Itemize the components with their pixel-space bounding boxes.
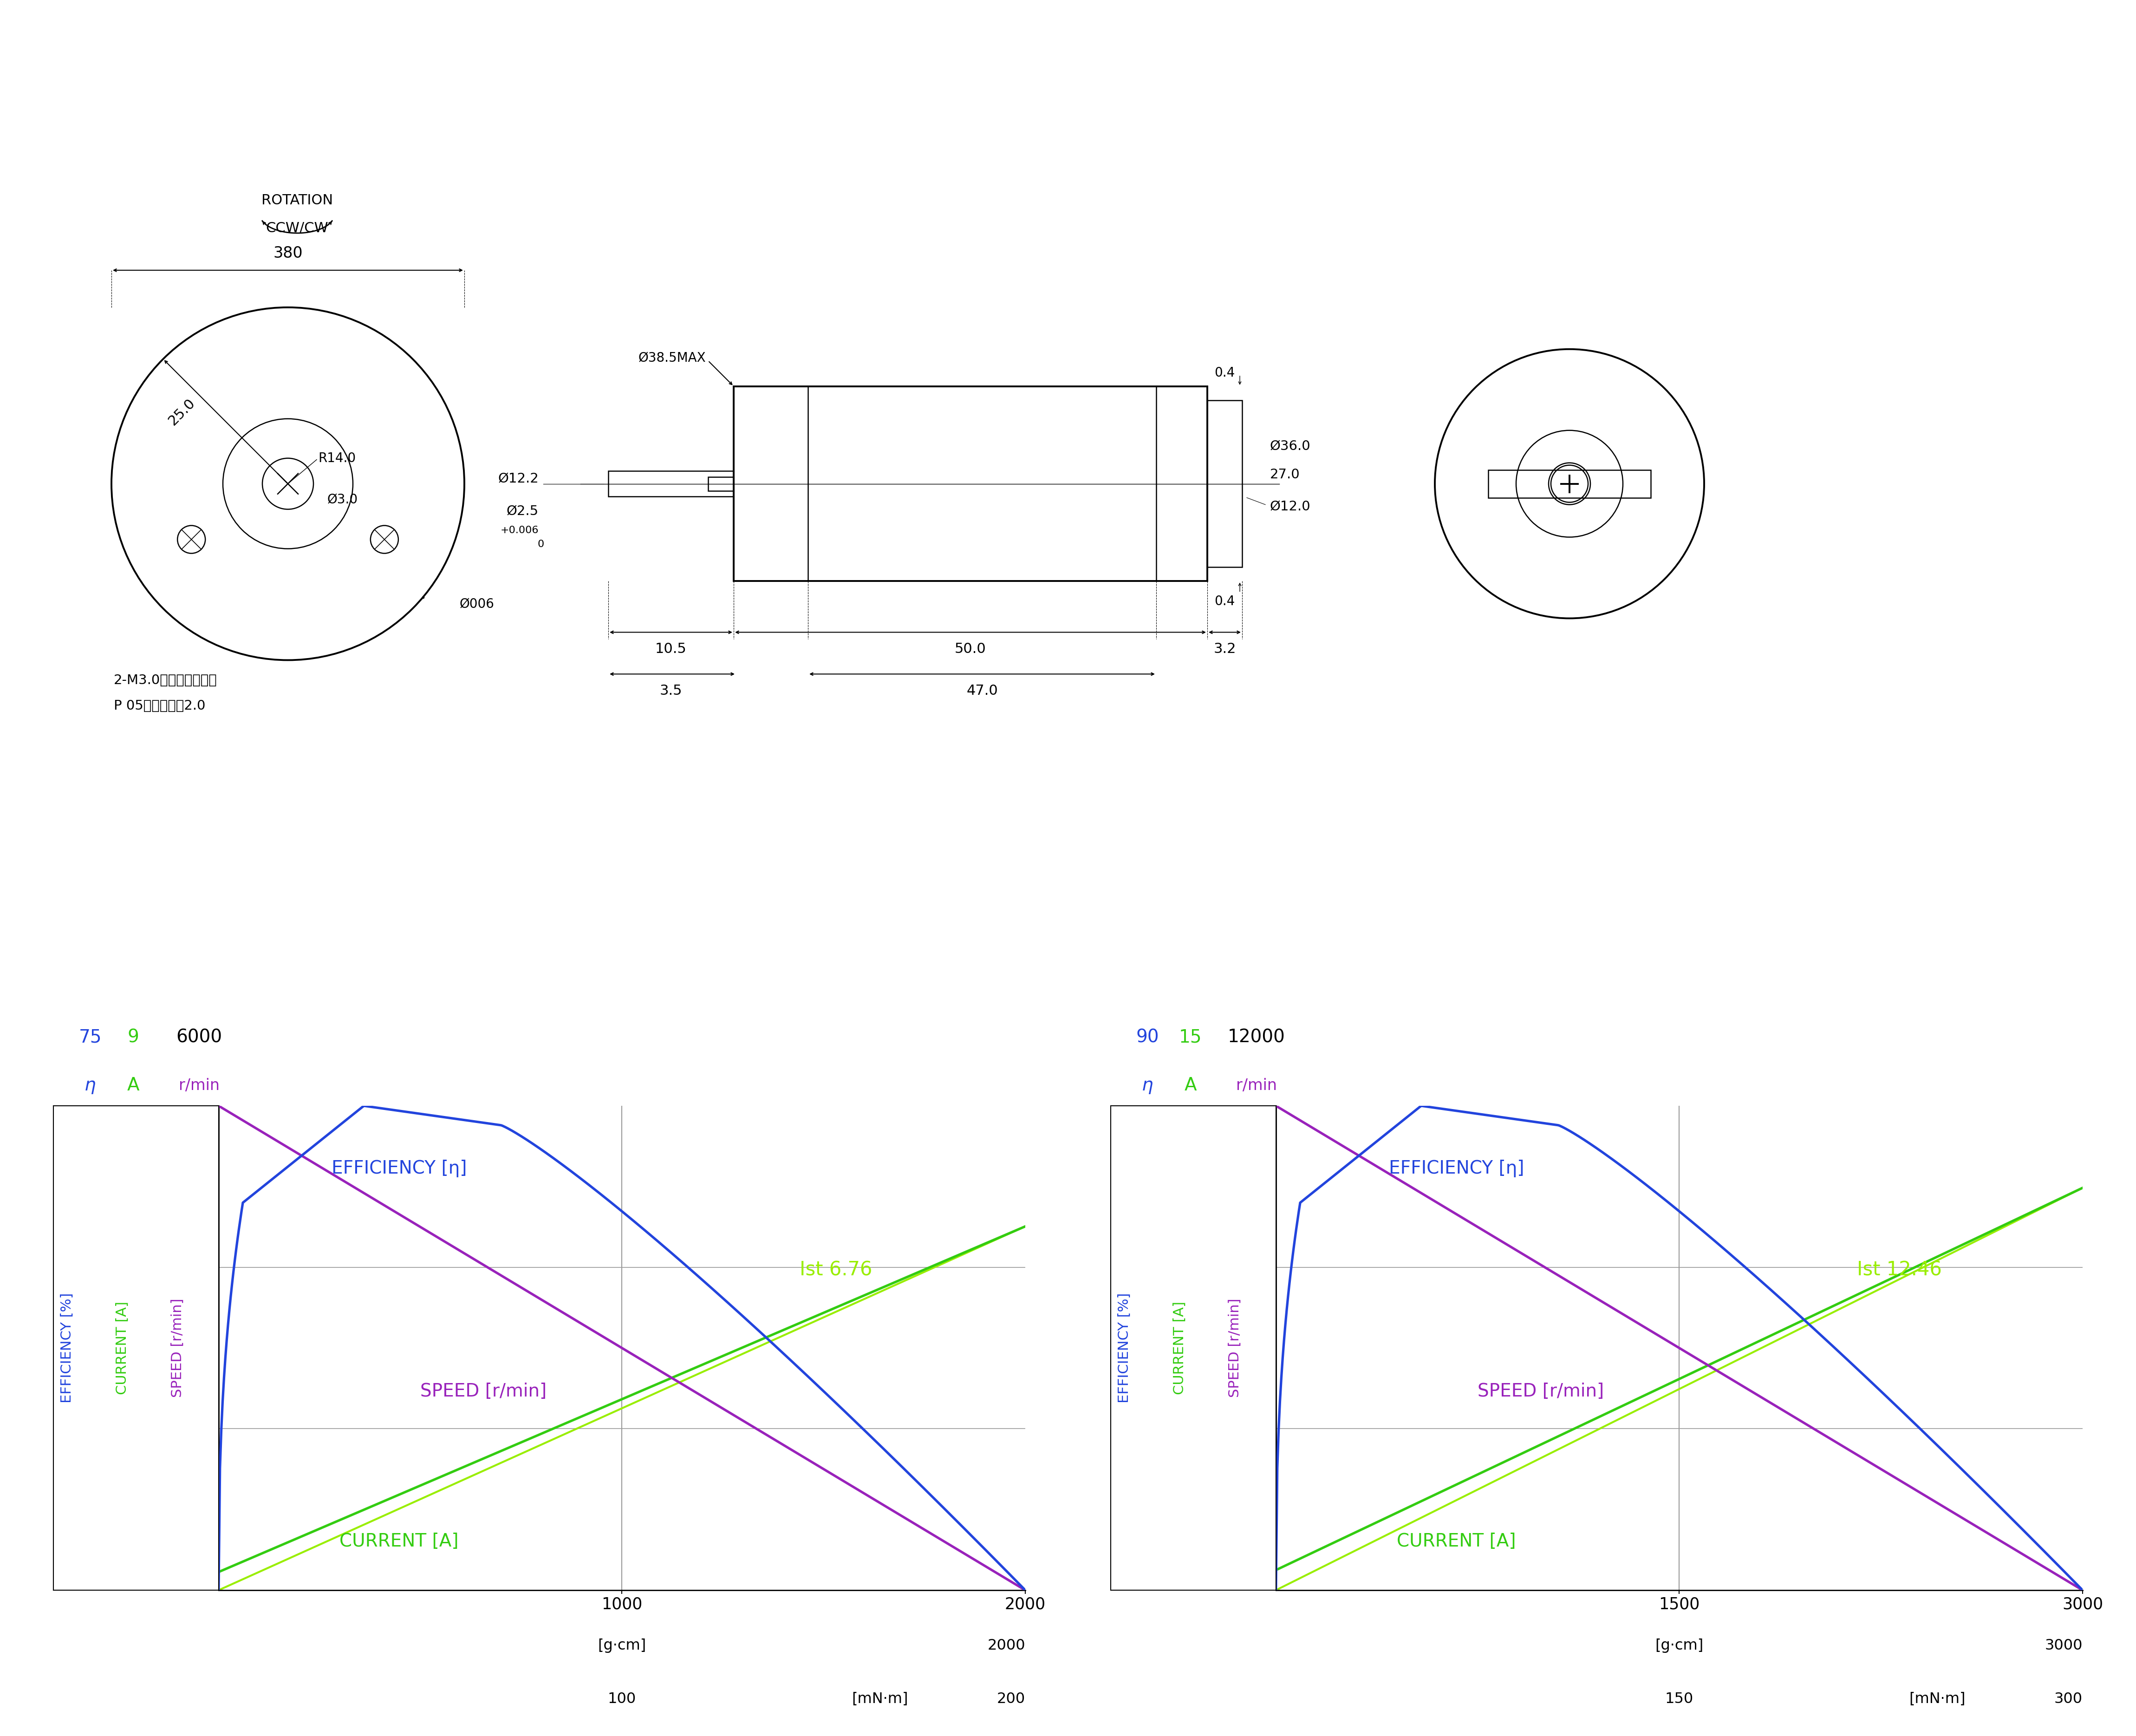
Text: A: A (126, 1076, 139, 1094)
Text: Ø006: Ø006 (459, 597, 493, 611)
Text: EFFICIENCY [%]: EFFICIENCY [%] (60, 1293, 75, 1403)
Text: CURRENT [A]: CURRENT [A] (1397, 1533, 1517, 1550)
Text: 47.0: 47.0 (965, 684, 998, 698)
Text: 150: 150 (1666, 1693, 1694, 1706)
Text: r/min: r/min (1237, 1078, 1277, 1094)
Text: 12000: 12000 (1228, 1028, 1286, 1047)
Text: r/min: r/min (179, 1078, 220, 1094)
Text: ROTATION: ROTATION (261, 194, 333, 207)
Text: 200: 200 (998, 1693, 1025, 1706)
Text: 12V: 12V (942, 962, 1002, 990)
Text: 3.2: 3.2 (1213, 642, 1237, 656)
Text: 2000: 2000 (171, 1420, 211, 1437)
Text: Ø3.0: Ø3.0 (327, 493, 359, 507)
Text: 0.4: 0.4 (1213, 366, 1235, 378)
Text: 75: 75 (79, 1028, 103, 1047)
Text: 9: 9 (128, 1028, 139, 1047)
Text: 25: 25 (70, 1420, 92, 1437)
Text: [g·cm]: [g·cm] (598, 1639, 647, 1653)
Text: 60: 60 (1128, 1259, 1149, 1276)
Text: 380: 380 (273, 245, 303, 260)
Bar (1207, 401, 1243, 568)
Text: 4000: 4000 (171, 1259, 211, 1276)
Text: η: η (1143, 1076, 1153, 1094)
Text: SPEED [r/min]: SPEED [r/min] (421, 1382, 547, 1401)
Text: SPEED [r/min]: SPEED [r/min] (1478, 1382, 1604, 1401)
Text: CCW/CW: CCW/CW (265, 222, 329, 234)
Text: A: A (1183, 1076, 1196, 1094)
Text: SPEED [r/min]: SPEED [r/min] (171, 1299, 184, 1397)
Text: 4000: 4000 (1228, 1420, 1269, 1437)
Text: Ist 12.46: Ist 12.46 (1856, 1260, 1942, 1279)
Text: FMR3850 7PD: FMR3850 7PD (77, 962, 301, 990)
Text: Ø2.5: Ø2.5 (506, 505, 538, 517)
Text: SPEED [r/min]: SPEED [r/min] (1228, 1299, 1241, 1397)
Text: η: η (85, 1076, 96, 1094)
Bar (609, 470, 733, 496)
Bar (709, 477, 733, 491)
Text: 8000: 8000 (1228, 1259, 1269, 1276)
Text: CURRENT [A]: CURRENT [A] (340, 1533, 459, 1550)
Text: [mN·m]: [mN·m] (1910, 1693, 1965, 1706)
Text: 90: 90 (1136, 1028, 1160, 1047)
Text: 2-M3.0インボスタップ: 2-M3.0インボスタップ (113, 674, 218, 687)
Text: CURRENT [A]: CURRENT [A] (115, 1302, 128, 1394)
Text: 3.5: 3.5 (660, 684, 681, 698)
Text: 6000: 6000 (175, 1028, 222, 1047)
Text: P 05有効深さ、2.0: P 05有効深さ、2.0 (113, 700, 205, 712)
Text: 50.0: 50.0 (955, 642, 987, 656)
Text: Ø12.2: Ø12.2 (498, 472, 538, 486)
Text: EFFICIENCY [η]: EFFICIENCY [η] (331, 1160, 468, 1177)
Text: 3: 3 (130, 1420, 141, 1437)
Text: FMR3850 7PM: FMR3850 7PM (1134, 962, 1363, 990)
Text: 50: 50 (70, 1259, 92, 1276)
Text: 30: 30 (1128, 1420, 1149, 1437)
Text: 24V: 24V (1999, 962, 2059, 990)
Text: Ist 6.76: Ist 6.76 (799, 1260, 871, 1279)
Text: [g·cm]: [g·cm] (1655, 1639, 1705, 1653)
Text: Ø38.5MAX: Ø38.5MAX (639, 352, 705, 365)
Text: EFFICIENCY [η]: EFFICIENCY [η] (1388, 1160, 1525, 1177)
Text: 15: 15 (1179, 1028, 1203, 1047)
Bar (733, 387, 1207, 582)
Text: CURRENT [A]: CURRENT [A] (1173, 1302, 1185, 1394)
Text: [mN·m]: [mN·m] (852, 1693, 908, 1706)
Text: 0.4: 0.4 (1213, 595, 1235, 608)
Text: 10: 10 (1183, 1259, 1203, 1276)
Text: 2000: 2000 (987, 1639, 1025, 1653)
Bar (1489, 470, 1651, 498)
Text: 6: 6 (130, 1259, 141, 1276)
Text: 100: 100 (609, 1693, 637, 1706)
Text: Ø12.0: Ø12.0 (1271, 500, 1312, 514)
Text: Ø36.0: Ø36.0 (1271, 441, 1312, 453)
Text: EFFICIENCY [%]: EFFICIENCY [%] (1117, 1293, 1132, 1403)
Text: 300: 300 (2055, 1693, 2083, 1706)
Text: 5: 5 (1188, 1420, 1198, 1437)
Text: 25.0: 25.0 (167, 396, 199, 429)
Text: 10.5: 10.5 (656, 642, 686, 656)
Text: 3000: 3000 (2044, 1639, 2083, 1653)
Text: R14.0: R14.0 (318, 451, 357, 465)
Text: 27.0: 27.0 (1271, 469, 1301, 481)
Text: 0: 0 (538, 540, 545, 549)
Text: +0.006: +0.006 (500, 526, 538, 535)
